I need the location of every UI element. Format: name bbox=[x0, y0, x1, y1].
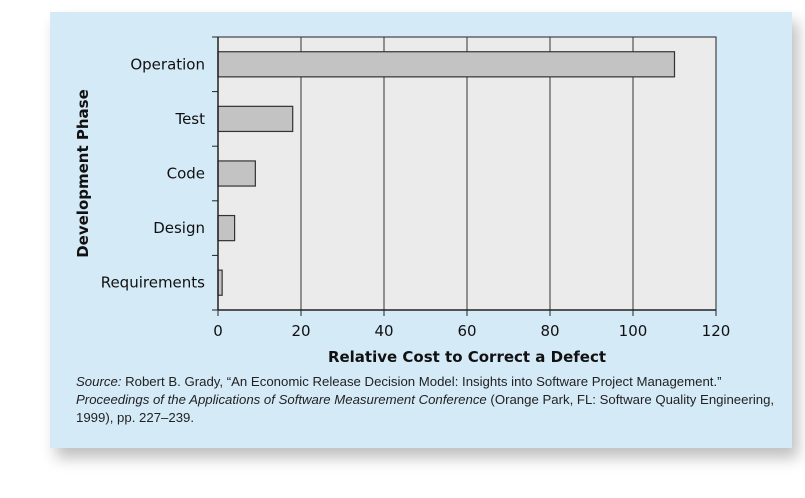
bar-code bbox=[217, 160, 256, 187]
x-tick-label: 0 bbox=[213, 322, 223, 340]
y-tick-label: Requirements bbox=[101, 274, 205, 292]
y-axis-title: Development Phase bbox=[74, 89, 92, 258]
y-tick-label: Test bbox=[174, 110, 205, 128]
x-axis-title: Relative Cost to Correct a Defect bbox=[328, 348, 606, 366]
source-publication: Proceedings of the Applications of Softw… bbox=[76, 392, 487, 407]
y-tick-label: Design bbox=[153, 219, 205, 237]
bar-test bbox=[217, 105, 294, 133]
bar-operation bbox=[217, 51, 676, 78]
x-tick-label: 120 bbox=[702, 322, 731, 340]
y-tick-label: Operation bbox=[130, 55, 205, 73]
x-tick-label: 20 bbox=[291, 322, 310, 340]
source-text-2: (Orange Park, FL: Software Quality Engin… bbox=[76, 392, 775, 425]
source-citation: Source: Robert B. Grady, “An Economic Re… bbox=[76, 373, 776, 427]
x-tick-label: 40 bbox=[374, 322, 393, 340]
y-tick-label: Code bbox=[167, 165, 205, 183]
x-tick-label: 60 bbox=[457, 322, 476, 340]
x-tick-label: 100 bbox=[619, 322, 648, 340]
source-text-1: Robert B. Grady, “An Economic Release De… bbox=[121, 374, 722, 389]
x-tick-label: 80 bbox=[540, 322, 559, 340]
source-label: Source: bbox=[76, 374, 122, 389]
bar-design bbox=[217, 214, 236, 242]
